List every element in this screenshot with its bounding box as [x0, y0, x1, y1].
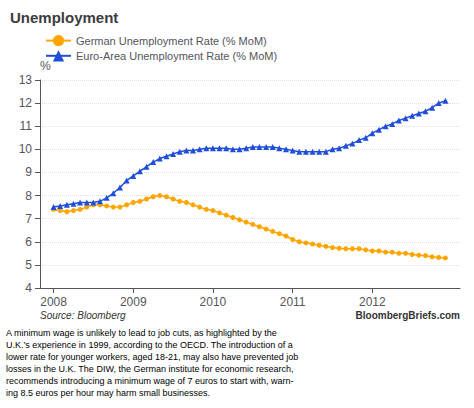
svg-text:2012: 2012: [359, 295, 386, 309]
svg-text:11: 11: [20, 119, 33, 133]
svg-text:12: 12: [19, 96, 33, 110]
svg-text:6: 6: [25, 235, 32, 249]
svg-text:8: 8: [25, 189, 32, 203]
svg-text:Euro-Area Unemployment Rate (%: Euro-Area Unemployment Rate (% MoM): [76, 50, 277, 62]
svg-text:A minimum wage is unlikely to: A minimum wage is unlikely to lead to jo…: [6, 328, 277, 338]
svg-text:2009: 2009: [120, 295, 147, 309]
svg-text:2011: 2011: [280, 295, 306, 309]
svg-text:lower rate for younger workers: lower rate for younger workers, aged 18-…: [6, 352, 298, 362]
svg-text:ing 8.5 euros per hour may har: ing 8.5 euros per hour may harm small bu…: [6, 388, 210, 398]
svg-text:Source: Bloomberg: Source: Bloomberg: [40, 310, 126, 321]
svg-text:recommends introducing a minim: recommends introducing a minimum wage of…: [6, 376, 294, 386]
svg-text:4: 4: [25, 281, 32, 295]
svg-text:U.K.’s experience in 1999, acc: U.K.’s experience in 1999, according to …: [6, 340, 293, 350]
svg-text:7: 7: [25, 212, 32, 226]
svg-text:13: 13: [19, 73, 33, 87]
svg-text:10: 10: [19, 142, 33, 156]
svg-text:Unemployment: Unemployment: [10, 9, 118, 26]
svg-text:losses in the U.K. The DIW, th: losses in the U.K. The DIW, the German i…: [6, 364, 293, 374]
svg-text:5: 5: [25, 258, 32, 272]
svg-text:%: %: [40, 59, 51, 73]
svg-text:2010: 2010: [200, 295, 227, 309]
svg-text:9: 9: [25, 165, 32, 179]
svg-text:German Unemployment Rate (% Mo: German Unemployment Rate (% MoM): [76, 35, 267, 47]
svg-text:2008: 2008: [40, 295, 67, 309]
svg-text:BloombergBriefs.com: BloombergBriefs.com: [356, 310, 461, 321]
